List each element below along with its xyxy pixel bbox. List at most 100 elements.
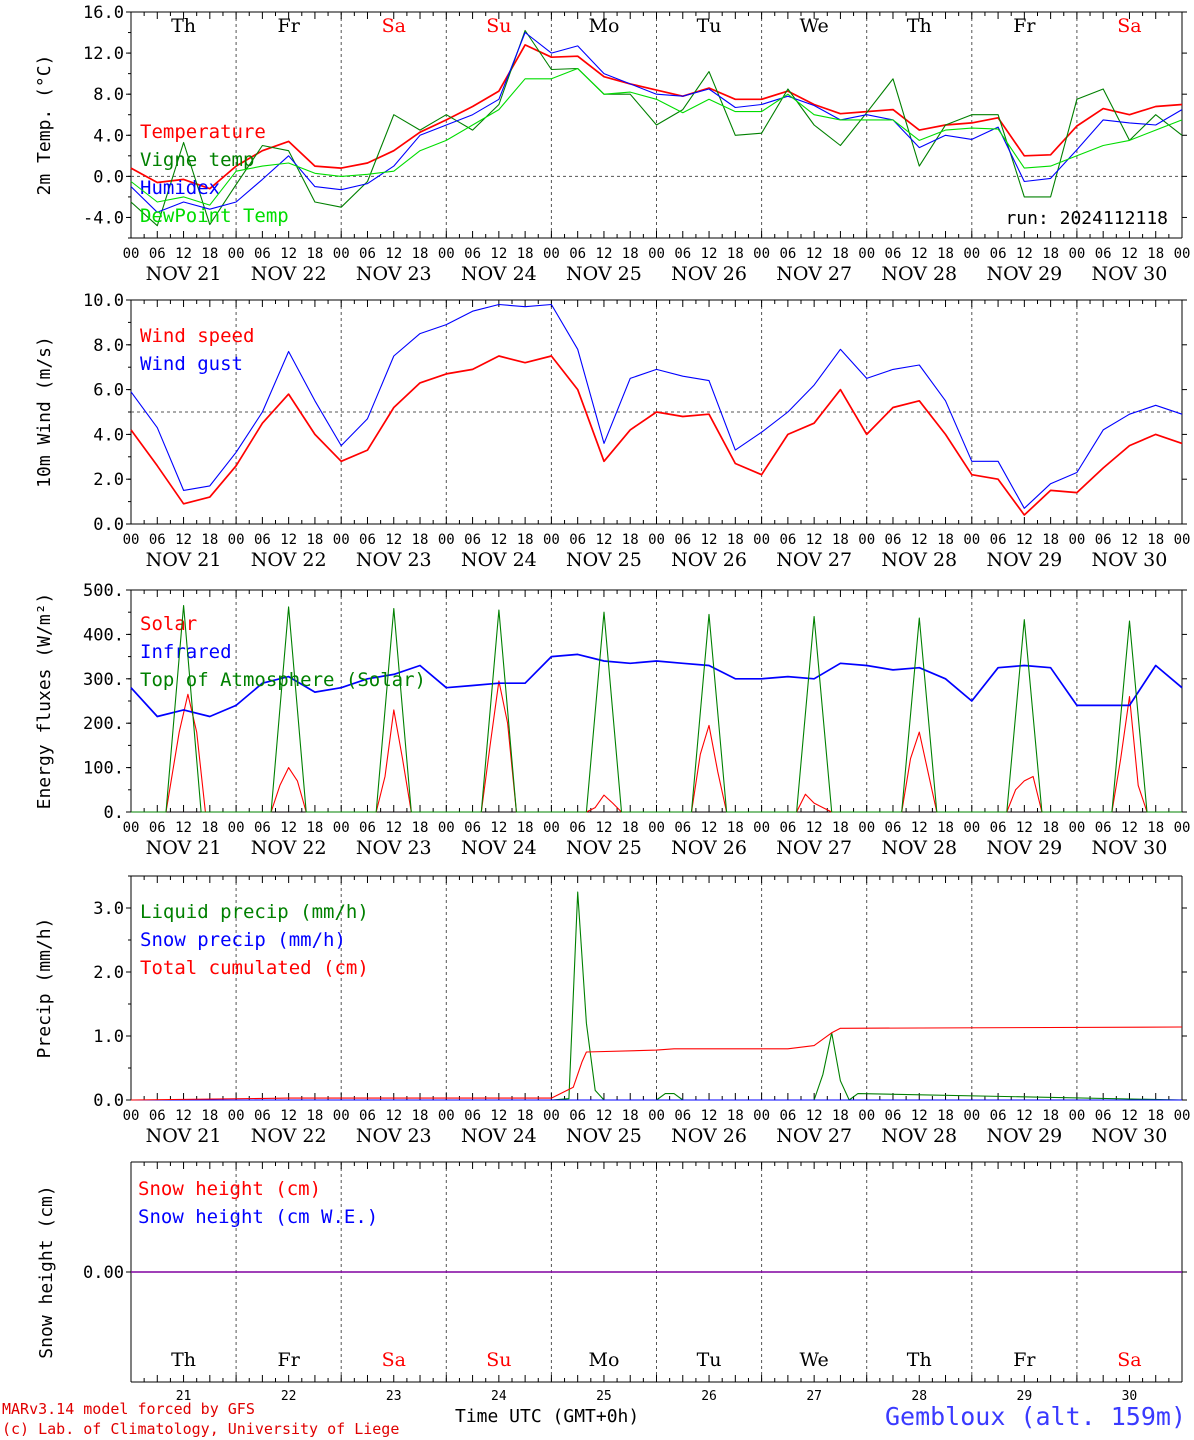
hour-tick-label: 18 xyxy=(727,820,744,836)
hour-tick-label: 18 xyxy=(201,1108,218,1124)
hour-tick-label: 06 xyxy=(779,532,796,548)
legend-entry: DewPoint Temp xyxy=(140,205,289,227)
legend-entry: Wind gust xyxy=(140,353,243,375)
date-label: NOV 22 xyxy=(251,1125,327,1147)
hour-tick-label: 06 xyxy=(464,532,481,548)
hour-tick-label: 00 xyxy=(753,1108,770,1124)
y-tick-label: 0.00 xyxy=(83,1263,124,1283)
hour-tick-label: 12 xyxy=(701,820,718,836)
hour-tick-label: 18 xyxy=(832,820,849,836)
hour-tick-label: 18 xyxy=(622,1108,639,1124)
date-label: NOV 21 xyxy=(146,1125,222,1147)
hour-tick-label: 18 xyxy=(832,532,849,548)
hour-tick-label: 06 xyxy=(990,532,1007,548)
hour-tick-label: 12 xyxy=(1016,532,1033,548)
day-number-label: 27 xyxy=(806,1389,822,1404)
hour-tick-label: 06 xyxy=(149,820,166,836)
date-label: NOV 30 xyxy=(1092,837,1168,859)
hour-tick-label: 18 xyxy=(1042,532,1059,548)
hour-tick-label: 18 xyxy=(517,820,534,836)
legend-entry: Wind speed xyxy=(140,325,254,347)
hour-tick-label: 12 xyxy=(596,1108,613,1124)
legend-entry: Humidex xyxy=(140,177,220,199)
hour-tick-label: 18 xyxy=(622,246,639,262)
hour-tick-label: 12 xyxy=(490,246,507,262)
hour-tick-label: 06 xyxy=(359,820,376,836)
chart-panel-2: 0.0 2.0 4.0 6.0 8.0 10.0 10m Wind (m/s) Wind sp… xyxy=(34,291,1190,571)
hour-tick-label: 18 xyxy=(1042,1108,1059,1124)
y-tick-label: 1.0 xyxy=(93,1027,124,1047)
hour-tick-label: 12 xyxy=(175,532,192,548)
hour-tick-label: 06 xyxy=(885,1108,902,1124)
hour-tick-label: 00 xyxy=(648,246,665,262)
y-axis-title: 10m Wind (m/s) xyxy=(34,336,55,488)
hour-tick-label: 18 xyxy=(622,820,639,836)
hour-tick-label: 18 xyxy=(727,532,744,548)
hour-tick-label: 00 xyxy=(333,246,350,262)
date-label: NOV 25 xyxy=(566,549,642,571)
date-label: NOV 30 xyxy=(1092,549,1168,571)
date-label: NOV 24 xyxy=(461,263,537,285)
hour-tick-label: 00 xyxy=(1068,820,1085,836)
chart-panel-5: 0.00 Snow height (cm) Snow height (cm) Snow… xyxy=(36,1161,1187,1404)
date-label: NOV 28 xyxy=(881,837,957,859)
hour-tick-label: 00 xyxy=(438,820,455,836)
series-line-wind-gust xyxy=(130,303,1183,509)
day-name-label: Fr xyxy=(278,15,301,37)
hour-tick-label: 12 xyxy=(175,1108,192,1124)
hour-tick-label: 00 xyxy=(1174,820,1191,836)
date-label: NOV 24 xyxy=(461,1125,537,1147)
copyright-credit: (c) Lab. of Climatology, University of L… xyxy=(2,1420,400,1438)
series-line-liquid-precip-mm-h- xyxy=(131,891,1183,1101)
date-label: NOV 25 xyxy=(566,1125,642,1147)
hour-tick-label: 00 xyxy=(123,1108,140,1124)
hour-tick-label: 12 xyxy=(280,246,297,262)
hour-tick-label: 12 xyxy=(1016,1108,1033,1124)
day-name-label: Th xyxy=(171,15,196,37)
legend-entry: Vigne temp xyxy=(140,149,254,171)
hour-tick-label: 18 xyxy=(832,246,849,262)
hour-tick-label: 18 xyxy=(622,532,639,548)
hour-tick-label: 00 xyxy=(123,246,140,262)
hour-tick-label: 06 xyxy=(464,246,481,262)
date-label: NOV 26 xyxy=(671,837,747,859)
date-label: NOV 29 xyxy=(986,263,1062,285)
hour-tick-label: 00 xyxy=(123,532,140,548)
hour-tick-label: 12 xyxy=(806,820,823,836)
hour-tick-label: 00 xyxy=(648,1108,665,1124)
hour-tick-label: 06 xyxy=(990,820,1007,836)
hour-tick-label: 12 xyxy=(175,246,192,262)
y-axis-title: Precip (mm/h) xyxy=(34,918,55,1059)
day-name-label: Su xyxy=(486,1349,511,1371)
station-name: Gembloux (alt. 159m) xyxy=(884,1402,1186,1431)
day-name-label: We xyxy=(800,1349,829,1371)
series-line-humidex xyxy=(130,31,1183,213)
y-axis-title: 2m Temp. (°C) xyxy=(34,55,55,196)
date-label: NOV 26 xyxy=(671,1125,747,1147)
hour-tick-label: 00 xyxy=(753,246,770,262)
hour-tick-label: 06 xyxy=(990,1108,1007,1124)
series-line-dewpoint-temp xyxy=(130,67,1183,206)
day-name-label: Fr xyxy=(1013,15,1036,37)
hour-tick-label: 06 xyxy=(885,532,902,548)
hour-tick-label: 12 xyxy=(806,1108,823,1124)
hour-tick-label: 00 xyxy=(333,532,350,548)
hour-tick-label: 12 xyxy=(596,532,613,548)
date-label: NOV 23 xyxy=(356,1125,432,1147)
hour-tick-label: 00 xyxy=(438,1108,455,1124)
day-number-label: 29 xyxy=(1017,1389,1033,1404)
legend-entry: Liquid precip (mm/h) xyxy=(140,901,369,923)
hour-tick-label: 06 xyxy=(569,532,586,548)
day-name-label: Su xyxy=(486,15,511,37)
date-label: NOV 27 xyxy=(776,1125,852,1147)
hour-tick-label: 18 xyxy=(1147,246,1164,262)
series-line-top-of-atmosphere-solar- xyxy=(131,604,1182,813)
y-tick-label: 0.0 xyxy=(93,167,124,187)
hour-tick-label: 12 xyxy=(911,246,928,262)
hour-tick-label: 06 xyxy=(1095,1108,1112,1124)
date-label: NOV 25 xyxy=(566,837,642,859)
day-name-label: Sa xyxy=(382,15,406,37)
legend-entry: Snow height (cm) xyxy=(138,1178,321,1200)
hour-tick-label: 12 xyxy=(1121,820,1138,836)
hour-tick-label: 12 xyxy=(701,246,718,262)
